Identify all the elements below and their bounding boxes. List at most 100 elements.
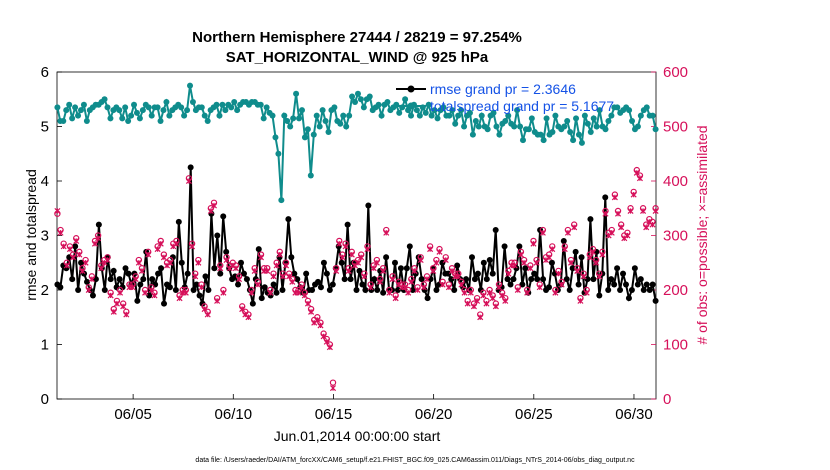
obs-assimilated-point — [524, 289, 531, 296]
series-point — [622, 281, 629, 288]
series-point — [375, 101, 382, 108]
x-tick-label: 06/10 — [215, 406, 253, 423]
series-point — [587, 128, 594, 135]
series-point — [146, 292, 153, 299]
series-point — [201, 112, 208, 119]
obs-assimilated-point — [423, 276, 430, 283]
series-point — [560, 237, 567, 244]
series-point — [349, 93, 356, 100]
series-point — [110, 267, 117, 274]
obs-assimilated-point — [611, 194, 618, 201]
right-axis: 0 100 200 300 400 500 600 — [651, 64, 688, 408]
series-point — [343, 123, 350, 130]
series-point — [243, 276, 250, 283]
series-point — [378, 112, 385, 119]
x-tick-label: 06/15 — [315, 406, 353, 423]
obs-assimilated-point — [189, 243, 196, 250]
obs-assimilated-point — [505, 270, 512, 277]
series-point — [139, 107, 146, 114]
obs-assimilated-point — [458, 281, 465, 288]
series-point — [285, 216, 292, 223]
series-point — [303, 270, 310, 277]
series-point — [483, 276, 490, 283]
series-point — [148, 112, 155, 119]
obs-assimilated-point — [110, 308, 117, 315]
series-point — [231, 98, 238, 105]
obs-assimilated-point — [54, 207, 61, 214]
series-point — [466, 109, 473, 116]
series-point — [490, 109, 497, 116]
series-point — [294, 276, 301, 283]
y-tick-label: 4 — [41, 173, 49, 190]
series-point — [548, 259, 555, 266]
chart-subtitle: SAT_HORIZONTAL_WIND @ 925 hPa — [226, 49, 489, 66]
obs-assimilated-point — [82, 259, 89, 266]
obs-assimilated-point — [279, 273, 286, 280]
series-point — [552, 112, 559, 119]
series-point — [461, 123, 468, 130]
series-point — [258, 295, 265, 302]
series-point — [77, 107, 84, 114]
series-point — [458, 107, 465, 114]
series-point — [611, 281, 618, 288]
series-point — [605, 118, 612, 125]
series-point — [608, 276, 615, 283]
obs-assimilated-point — [373, 259, 380, 266]
series-point — [468, 254, 475, 261]
obs-assimilated-point — [521, 259, 528, 266]
obs-assimilated-point — [248, 289, 255, 296]
series-point — [72, 104, 79, 111]
series-point — [402, 96, 409, 103]
obs-assimilated-point — [113, 300, 120, 307]
series-point — [293, 90, 300, 97]
series-point — [366, 93, 373, 100]
obs-assimilated-point — [207, 207, 214, 214]
series-point — [140, 276, 147, 283]
series-point — [511, 123, 518, 130]
series-point — [564, 118, 571, 125]
series-point — [325, 128, 332, 135]
series-point — [315, 278, 322, 285]
obs-assimilated-point — [511, 262, 518, 269]
obs-assimilated-point — [608, 229, 615, 236]
series-point — [275, 150, 282, 157]
series-point — [416, 112, 423, 119]
obs-assimilated-point — [198, 284, 205, 291]
obs-assimilated-point — [298, 284, 305, 291]
series-point — [273, 289, 280, 296]
obs-assimilated-point — [182, 289, 189, 296]
obs-assimilated-point — [254, 281, 261, 288]
obs-assimilated-point — [549, 246, 556, 253]
series-point — [626, 107, 633, 114]
series-point — [519, 137, 526, 144]
obs-assimilated-point — [386, 289, 393, 296]
series-point — [614, 265, 621, 272]
series-point — [365, 202, 372, 209]
obs-assimilated-point — [652, 207, 659, 214]
obs-assimilated-point — [76, 251, 83, 258]
series-point — [549, 128, 556, 135]
series-point — [637, 276, 644, 283]
obs-assimilated-point — [392, 295, 399, 302]
obs-assimilated-point — [104, 257, 111, 264]
series-point — [322, 118, 329, 125]
series-point — [528, 115, 535, 122]
obs-assimilated-point — [273, 262, 280, 269]
obs-assimilated-point — [376, 278, 384, 285]
series-point — [307, 172, 314, 179]
left-axis: 0 1 2 3 4 5 6 — [41, 64, 62, 408]
series-point — [178, 259, 185, 266]
series-point — [217, 270, 224, 277]
series-point — [563, 276, 570, 283]
obs-assimilated-point — [633, 169, 640, 176]
series-point — [357, 96, 364, 103]
obs-assimilated-point — [571, 224, 578, 231]
obs-assimilated-point — [596, 273, 603, 280]
obs-assimilated-point — [204, 311, 211, 318]
series-point — [643, 281, 650, 288]
obs-assimilated-point — [157, 240, 164, 247]
obs-assimilated-point — [326, 344, 333, 351]
obs-assimilated-point — [474, 297, 481, 304]
series-point — [584, 120, 591, 127]
y-tick-label: 5 — [41, 119, 49, 136]
